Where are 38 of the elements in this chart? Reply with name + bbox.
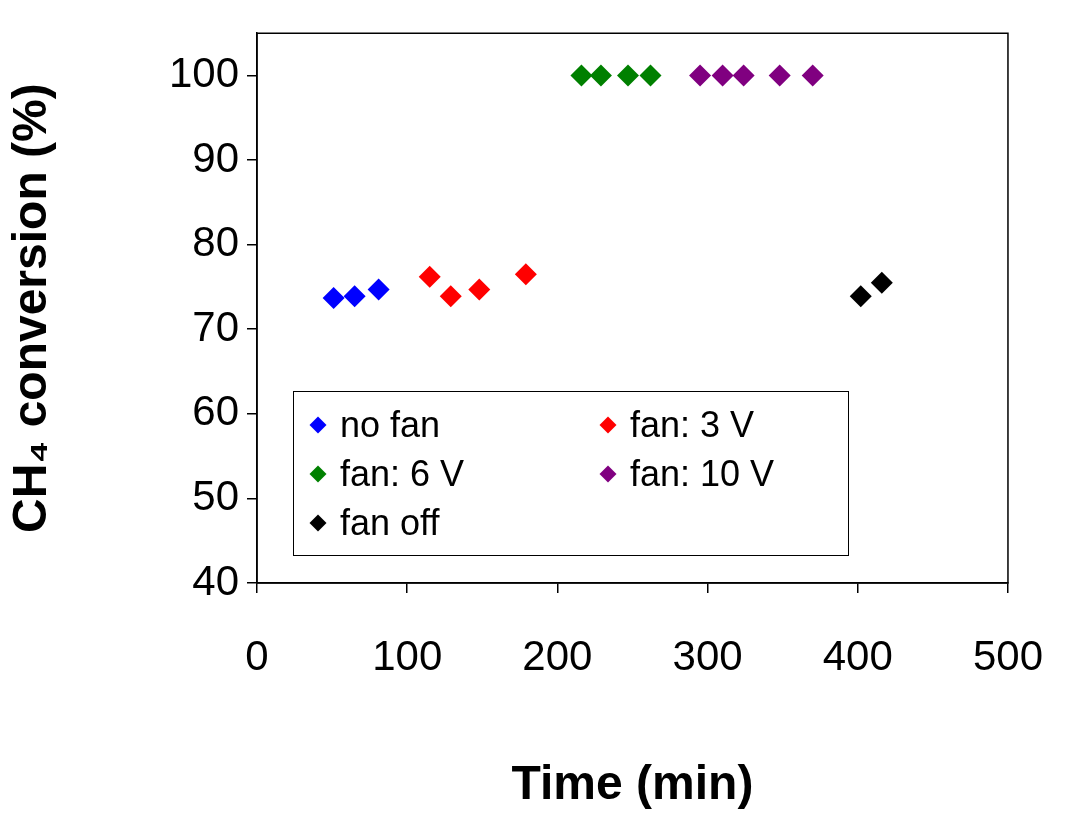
legend-label: fan: 6 V — [340, 452, 465, 494]
x-tick-label: 300 — [672, 631, 743, 679]
point — [439, 285, 462, 308]
x-tick-label: 400 — [822, 631, 893, 679]
legend-label: no fan — [340, 403, 441, 445]
y-tick-label: 100 — [168, 49, 239, 97]
x-axis-title: Time (min) — [511, 756, 754, 810]
point — [801, 64, 824, 87]
point — [732, 64, 755, 87]
point — [689, 64, 712, 87]
point — [514, 263, 537, 286]
point — [343, 285, 366, 308]
y-tick-label: 60 — [192, 387, 239, 435]
y-axis-title: CH₄ conversion (%) — [3, 83, 57, 533]
point — [849, 285, 872, 308]
y-tick-label: 70 — [192, 302, 239, 350]
point — [570, 64, 593, 87]
x-tick-label: 500 — [972, 631, 1043, 679]
point — [711, 64, 734, 87]
legend-label: fan: 10 V — [630, 452, 775, 494]
point — [322, 286, 345, 309]
y-tick-label: 90 — [192, 133, 239, 181]
x-tick-label: 0 — [245, 631, 269, 679]
y-tick-label: 50 — [192, 471, 239, 519]
point — [870, 271, 893, 294]
point — [639, 64, 662, 87]
legend-label: fan: 3 V — [630, 403, 755, 445]
legend-label: fan off — [340, 501, 440, 543]
point — [768, 64, 791, 87]
y-tick-label: 80 — [192, 218, 239, 266]
y-tick-label: 40 — [192, 556, 239, 604]
x-tick-label: 200 — [522, 631, 593, 679]
point — [589, 64, 612, 87]
x-tick-label: 100 — [372, 631, 443, 679]
point — [367, 278, 390, 301]
point — [468, 278, 491, 301]
point — [616, 64, 639, 87]
point — [418, 265, 441, 288]
